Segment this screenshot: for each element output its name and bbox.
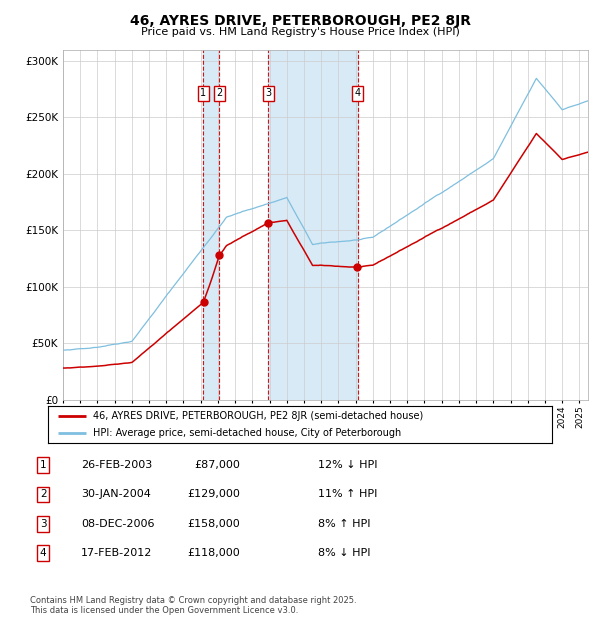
Text: 2: 2 [216,89,223,99]
Text: 3: 3 [40,518,47,529]
Text: 1: 1 [200,89,206,99]
Text: £118,000: £118,000 [187,547,240,558]
Text: HPI: Average price, semi-detached house, City of Peterborough: HPI: Average price, semi-detached house,… [94,428,401,438]
Text: Price paid vs. HM Land Registry's House Price Index (HPI): Price paid vs. HM Land Registry's House … [140,27,460,37]
Text: 8% ↑ HPI: 8% ↑ HPI [318,518,371,529]
Text: 1: 1 [40,460,47,471]
Text: 17-FEB-2012: 17-FEB-2012 [81,547,152,558]
Text: 4: 4 [355,89,361,99]
Text: 46, AYRES DRIVE, PETERBOROUGH, PE2 8JR (semi-detached house): 46, AYRES DRIVE, PETERBOROUGH, PE2 8JR (… [94,411,424,421]
Text: £129,000: £129,000 [187,489,240,500]
Text: 30-JAN-2004: 30-JAN-2004 [81,489,151,500]
Text: 2: 2 [40,489,47,500]
Text: 12% ↓ HPI: 12% ↓ HPI [318,460,377,471]
Bar [203,50,219,400]
Text: 8% ↓ HPI: 8% ↓ HPI [318,547,371,558]
Text: £87,000: £87,000 [194,460,240,471]
Text: 46, AYRES DRIVE, PETERBOROUGH, PE2 8JR: 46, AYRES DRIVE, PETERBOROUGH, PE2 8JR [130,14,470,28]
Text: 4: 4 [40,547,47,558]
Text: 3: 3 [265,89,271,99]
Text: £158,000: £158,000 [187,518,240,529]
Text: 11% ↑ HPI: 11% ↑ HPI [318,489,377,500]
Bar [268,50,358,400]
Text: 08-DEC-2006: 08-DEC-2006 [81,518,155,529]
Text: 26-FEB-2003: 26-FEB-2003 [81,460,152,471]
Text: Contains HM Land Registry data © Crown copyright and database right 2025.
This d: Contains HM Land Registry data © Crown c… [30,596,356,615]
